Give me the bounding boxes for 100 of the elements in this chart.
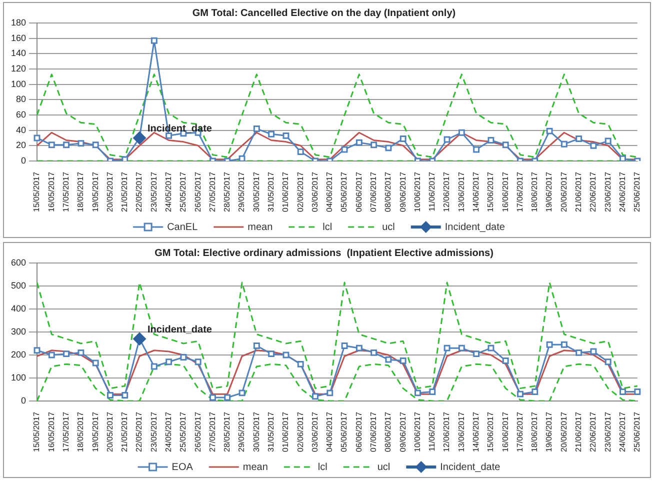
y-tick-label: 0: [21, 155, 26, 166]
x-tick-label: 03/06/2017: [310, 171, 320, 212]
x-tick-label: 12/06/2017: [442, 411, 452, 452]
x-tick-label: 20/05/2017: [105, 171, 114, 212]
x-tick-label: 29/05/2017: [237, 411, 246, 452]
x-tick-label: 14/06/2017: [472, 171, 481, 212]
y-tick-label: 100: [10, 372, 26, 382]
point: [517, 390, 524, 398]
point: [385, 356, 392, 363]
x-tick-label: 10/06/2017: [412, 411, 422, 452]
x-tick-label: 16/05/2017: [46, 171, 56, 212]
legend-label: EOA: [172, 462, 194, 473]
x-tick-label: 17/06/2017: [515, 411, 524, 452]
point: [620, 388, 626, 395]
x-tick-label: 07/06/2017: [369, 411, 378, 452]
point: [604, 358, 612, 366]
point: [238, 390, 246, 396]
y-tick-label: 0: [21, 395, 26, 406]
x-tick-label: 30/05/2017: [252, 171, 261, 212]
x-tick-label: 18/05/2017: [76, 171, 86, 212]
x-tick-label: 23/06/2017: [603, 171, 612, 212]
x-tick-label: 18/06/2017: [530, 411, 540, 452]
legend-label: ucl: [382, 222, 395, 233]
x-tick-label: 22/06/2017: [588, 411, 598, 452]
x-tick-label: 06/06/2017: [354, 411, 364, 452]
point: [166, 358, 172, 366]
x-tick-label: 21/06/2017: [574, 171, 584, 212]
point: [282, 352, 290, 358]
y-tick-label: 400: [10, 303, 26, 314]
point: [560, 341, 568, 348]
point: [92, 360, 99, 366]
x-tick-label: 16/05/2017: [46, 411, 56, 452]
x-tick-label: 10/06/2017: [412, 171, 422, 212]
x-tick-label: 03/06/2017: [310, 411, 320, 452]
y-tick-label: 80: [16, 94, 26, 104]
x-tick-label: 20/06/2017: [559, 171, 568, 212]
point: [414, 390, 421, 396]
x-tick-label: 31/05/2017: [266, 411, 276, 452]
x-tick-label: 21/05/2017: [120, 411, 130, 452]
point: [532, 388, 538, 395]
x-tick-label: 19/06/2017: [544, 171, 554, 212]
y-tick-label: 500: [10, 280, 26, 290]
x-tick-label: 23/05/2017: [149, 411, 158, 452]
point: [297, 360, 304, 368]
y-tick-label: 100: [10, 78, 26, 89]
point: [48, 352, 55, 358]
point: [576, 349, 582, 356]
x-tick-label: 15/05/2017: [32, 171, 42, 212]
y-tick-label: 600: [10, 257, 26, 268]
legend-label: Incident_date: [444, 222, 506, 233]
legend-label: lcl: [322, 222, 332, 233]
x-tick-label: 18/06/2017: [530, 171, 540, 212]
x-tick-label: 19/06/2017: [544, 411, 554, 452]
legend-label: mean: [248, 222, 273, 233]
x-tick-label: 15/05/2017: [32, 411, 42, 452]
x-tick-label: 02/06/2017: [296, 411, 305, 452]
x-tick-label: 05/06/2017: [340, 411, 349, 452]
x-tick-label: 24/06/2017: [618, 171, 627, 212]
x-tick-label: 31/05/2017: [266, 171, 276, 212]
point: [356, 344, 362, 352]
point: [473, 350, 480, 358]
x-tick-label: 23/05/2017: [149, 171, 158, 212]
chart-title: GM Total: Cancelled Elective on the day (Inpatient only): [192, 8, 456, 19]
point: [400, 358, 406, 364]
x-tick-label: 09/06/2017: [398, 411, 408, 452]
point: [63, 350, 70, 358]
x-tick-label: 24/06/2017: [618, 411, 627, 452]
x-tick-label: 17/05/2017: [62, 171, 71, 212]
x-tick-label: 28/05/2017: [222, 171, 232, 212]
legend-label: Incident_date: [440, 462, 501, 473]
x-tick-label: 08/06/2017: [384, 411, 393, 452]
point: [34, 347, 40, 354]
x-tick-label: 17/06/2017: [515, 171, 524, 212]
x-tick-label: 16/06/2017: [500, 171, 510, 212]
point: [107, 392, 114, 398]
point: [370, 349, 378, 356]
point: [78, 349, 84, 356]
x-tick-label: 14/06/2017: [472, 411, 481, 452]
x-tick-label: 08/06/2017: [384, 171, 393, 212]
x-tick-label: 21/05/2017: [120, 171, 130, 212]
point: [210, 394, 216, 401]
x-tick-label: 29/05/2017: [237, 171, 246, 212]
legend-label: ucl: [377, 462, 390, 473]
x-tick-label: 26/05/2017: [193, 171, 202, 212]
x-tick-label: 25/06/2017: [632, 411, 642, 452]
point: [590, 348, 597, 355]
x-tick-label: 22/06/2017: [588, 171, 598, 212]
point: [444, 344, 450, 352]
y-tick-label: 140: [10, 48, 26, 58]
x-tick-label: 27/05/2017: [208, 171, 217, 212]
x-tick-label: 11/06/2017: [428, 411, 437, 452]
point: [194, 358, 202, 366]
x-tick-label: 09/06/2017: [398, 171, 408, 212]
x-tick-label: 11/06/2017: [428, 171, 437, 212]
y-tick-label: 20: [16, 140, 26, 150]
y-tick-label: 200: [10, 349, 26, 360]
x-tick-label: 25/06/2017: [632, 171, 642, 212]
x-tick-label: 15/06/2017: [486, 411, 496, 452]
annotation: Incident_date: [148, 324, 212, 336]
legend-label: lcl: [318, 462, 328, 473]
